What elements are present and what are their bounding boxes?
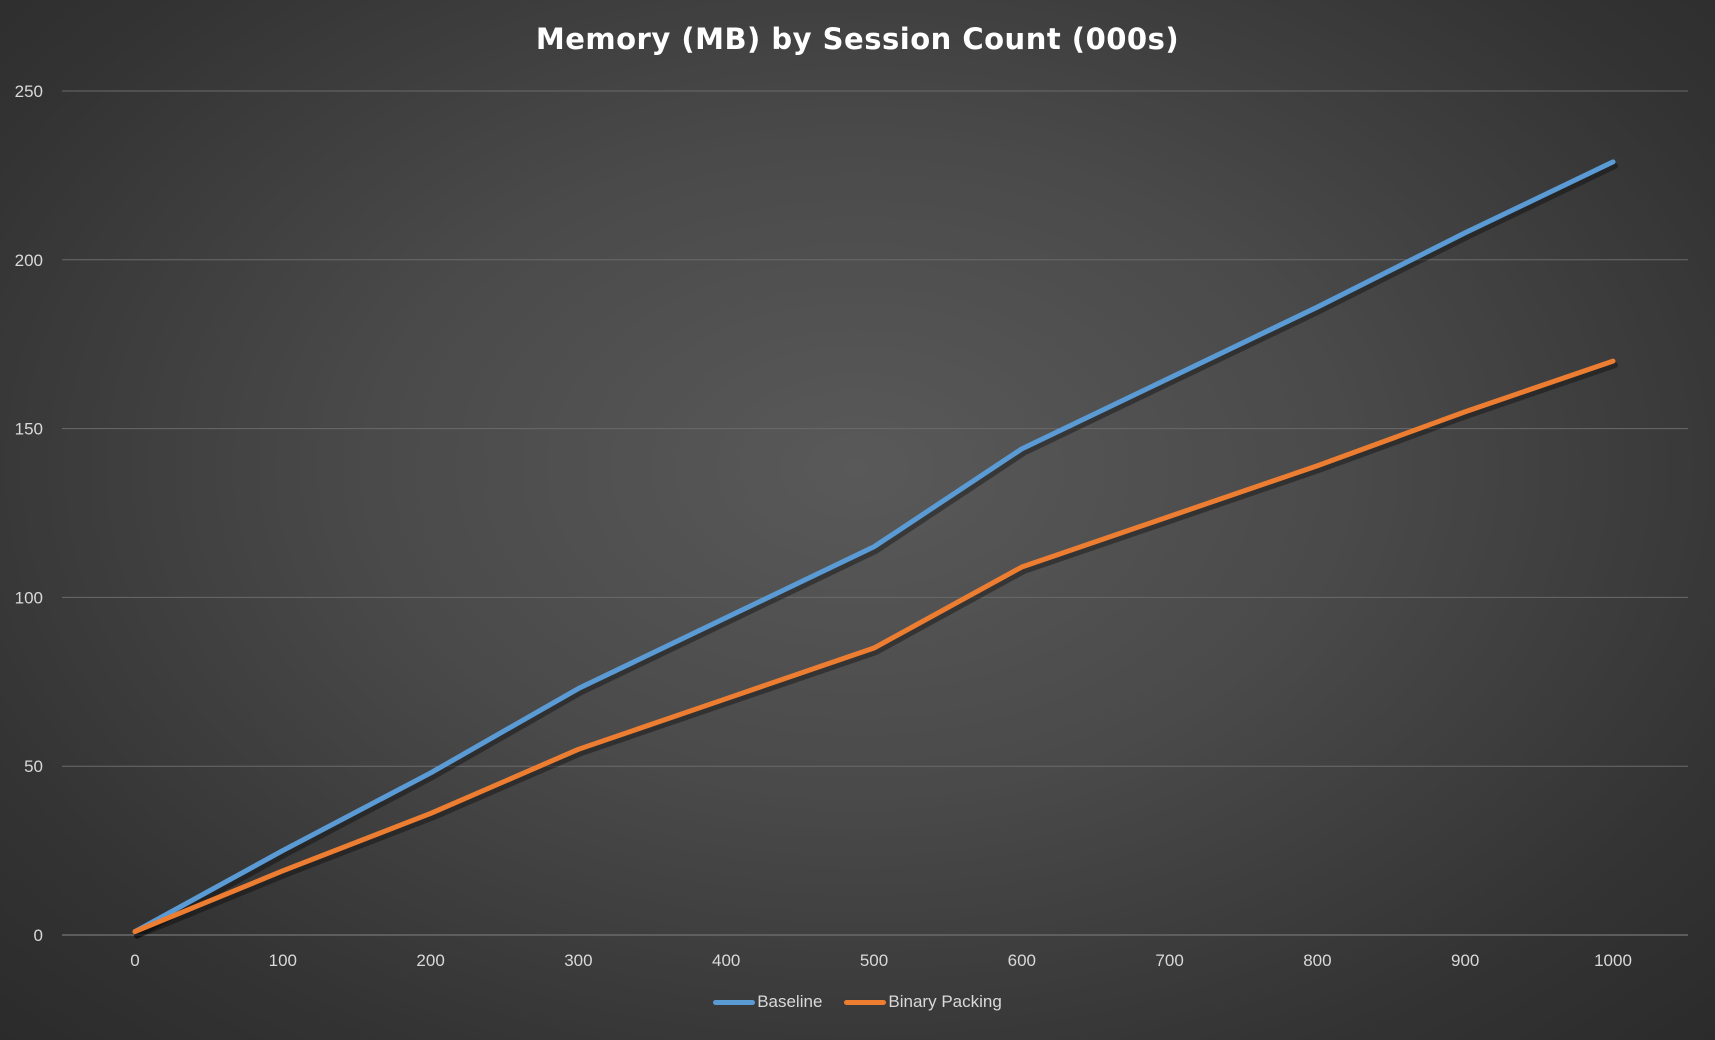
series-line-binary-packing[interactable] [132, 358, 1616, 935]
x-tick-label: 700 [1155, 951, 1183, 970]
x-tick-label: 500 [860, 951, 888, 970]
x-tick-label: 200 [416, 951, 444, 970]
x-axis-tick-labels: 0 100 200 300 400 500 600 700 800 900 1000 [130, 951, 1632, 970]
y-tick-label: 150 [15, 420, 43, 439]
series-line-baseline[interactable] [132, 159, 1616, 935]
chart-title: Memory (MB) by Session Count (000s) [535, 22, 1180, 56]
y-tick-label: 200 [15, 251, 43, 270]
y-axis-tick-labels: 0 50 100 150 200 250 [15, 82, 43, 945]
x-tick-label: 100 [269, 951, 297, 970]
y-tick-label: 250 [15, 82, 43, 101]
x-tick-label: 0 [130, 951, 139, 970]
y-tick-label: 100 [15, 588, 43, 607]
legend-item-baseline[interactable]: Baseline [713, 992, 822, 1012]
series-shadow-0 [134, 162, 1618, 939]
x-tick-label: 400 [712, 951, 740, 970]
legend-label-baseline: Baseline [757, 992, 823, 1011]
series-lines [132, 159, 1618, 939]
legend: Baseline Binary Packing [0, 992, 1715, 1012]
legend-swatch-binary-packing [844, 999, 887, 1005]
x-tick-label: 800 [1303, 951, 1331, 970]
legend-label-binary-packing: Binary Packing [888, 992, 1002, 1011]
x-tick-label: 600 [1008, 951, 1036, 970]
y-tick-label: 50 [24, 757, 43, 776]
x-tick-label: 900 [1451, 951, 1479, 970]
legend-swatch-baseline [713, 999, 756, 1005]
y-tick-label: 0 [34, 926, 43, 945]
x-tick-label: 300 [564, 951, 592, 970]
series-shadow-1 [134, 362, 1618, 939]
gridlines [62, 90, 1688, 936]
x-tick-label: 1000 [1594, 951, 1632, 970]
legend-item-binary-packing[interactable]: Binary Packing [844, 992, 1002, 1012]
